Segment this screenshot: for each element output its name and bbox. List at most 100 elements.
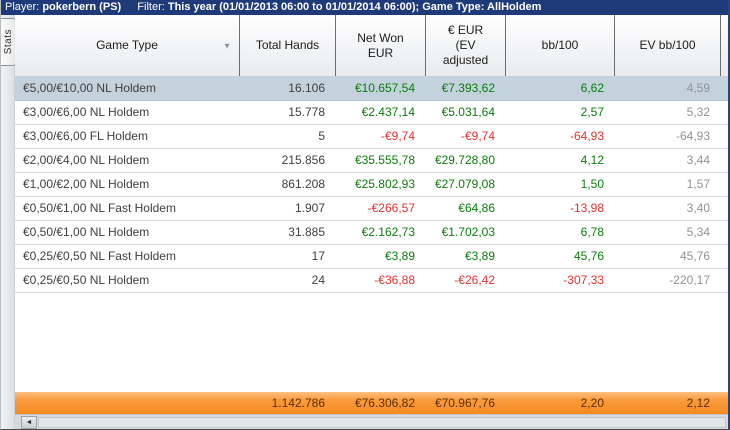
totals-hands: 1.142.786	[271, 396, 325, 410]
player-label: Player:	[5, 1, 40, 13]
cell-game-type: €3,00/€6,00 NL Holdem	[23, 105, 150, 119]
cell-ev-adjusted: €29.728,80	[434, 153, 495, 167]
cell-bb100: -13,98	[569, 201, 604, 215]
table-row[interactable]: €0,25/€0,50 NL Holdem 24 -€36,88 -€26,42 -30…	[15, 269, 728, 293]
cell-ev-adjusted: €7.393,62	[441, 81, 495, 95]
cell-total-hands: 15.778	[288, 105, 325, 119]
cell-filler	[720, 269, 728, 292]
cell-ev-bb100: -220,17	[669, 273, 710, 287]
cell-game-type: €2,00/€4,00 NL Holdem	[23, 153, 150, 167]
scrollbar-track[interactable]	[38, 416, 726, 428]
totals-bb100: 2,20	[580, 396, 604, 410]
column-header-ev-adjusted[interactable]: € EUR (EV adjusted	[425, 15, 505, 76]
cell-total-hands: 861.208	[281, 177, 325, 191]
cell-game-type: €0,50/€1,00 NL Fast Holdem	[23, 201, 176, 215]
cell-total-hands: 31.885	[288, 225, 325, 239]
cell-ev-bb100: 4,59	[686, 81, 710, 95]
cell-bb100: -64,93	[569, 129, 604, 143]
table-row[interactable]: €3,00/€6,00 FL Holdem 5 -€9,74 -€9,74 -64,93…	[15, 125, 728, 149]
filter-value: This year (01/01/2013 06:00 to 01/01/201…	[167, 1, 542, 13]
cell-ev-bb100: 5,32	[686, 105, 710, 119]
table-header: Game Type ▼ Total Hands Net Won EUR € EU…	[15, 15, 728, 77]
column-header-bb100[interactable]: bb/100	[505, 15, 614, 76]
table-row[interactable]: €0,50/€1,00 NL Fast Holdem 1.907 -€266,57 €…	[15, 197, 728, 221]
cell-ev-adjusted: €3,89	[464, 249, 495, 263]
cell-bb100: 1,50	[580, 177, 604, 191]
cell-ev-bb100: -64,93	[675, 129, 710, 143]
cell-net-won: €3,89	[384, 249, 415, 263]
totals-row: 1.142.786 €76.306,82 €70.967,76 2,20 2,1…	[15, 391, 728, 414]
cell-net-won: €2.437,14	[361, 105, 415, 119]
cell-game-type: €0,25/€0,50 NL Fast Holdem	[23, 249, 176, 263]
cell-bb100: -307,33	[563, 273, 604, 287]
cell-bb100: 6,78	[580, 225, 604, 239]
totals-ev-adjusted: €70.967,76	[434, 396, 495, 410]
cell-filler	[720, 245, 728, 268]
stats-grid: Game Type ▼ Total Hands Net Won EUR € EU…	[15, 15, 728, 429]
table-row[interactable]: €0,50/€1,00 NL Holdem 31.885 €2.162,73 €1.7…	[15, 221, 728, 245]
cell-total-hands: 17	[311, 249, 325, 263]
cell-ev-bb100: 45,76	[679, 249, 710, 263]
filter-label: Filter:	[137, 1, 165, 13]
table-row[interactable]: €3,00/€6,00 NL Holdem 15.778 €2.437,14 €5.0…	[15, 101, 728, 125]
cell-filler	[720, 221, 728, 244]
cell-net-won: -€266,57	[367, 201, 415, 215]
table-row[interactable]: €2,00/€4,00 NL Holdem 215.856 €35.555,78 €2…	[15, 149, 728, 173]
cell-filler	[720, 125, 728, 148]
tab-stats[interactable]: Stats	[1, 18, 16, 66]
cell-total-hands: 16.106	[288, 81, 325, 95]
cell-ev-bb100: 3,40	[686, 201, 710, 215]
cell-game-type: €0,50/€1,00 NL Holdem	[23, 225, 150, 239]
cell-game-type: €5,00/€10,00 NL Holdem	[23, 81, 156, 95]
cell-game-type: €3,00/€6,00 FL Holdem	[23, 129, 148, 143]
cell-bb100: 45,76	[573, 249, 604, 263]
cell-ev-adjusted: €1.702,03	[441, 225, 495, 239]
totals-game-type	[15, 392, 239, 414]
cell-net-won: €10.657,54	[354, 81, 415, 95]
cell-filler	[720, 197, 728, 220]
cell-net-won: €25.802,93	[354, 177, 415, 191]
totals-ev-bb100: 2,12	[686, 396, 710, 410]
cell-ev-bb100: 1,57	[686, 177, 710, 191]
cell-total-hands: 24	[311, 273, 325, 287]
filter-status-bar: Player: pokerbern (PS) Filter: This year…	[1, 0, 728, 15]
cell-ev-adjusted: -€26,42	[454, 273, 495, 287]
cell-game-type: €0,25/€0,50 NL Holdem	[23, 273, 150, 287]
scroll-left-button[interactable]: ◄	[21, 415, 37, 429]
column-dropdown-icon[interactable]: ▼	[223, 41, 231, 50]
cell-ev-adjusted: -€9,74	[460, 129, 495, 143]
totals-net-won: €76.306,82	[354, 396, 415, 410]
column-header-game-type[interactable]: Game Type ▼	[96, 38, 231, 52]
cell-net-won: -€36,88	[374, 273, 415, 287]
cell-filler	[720, 101, 728, 124]
horizontal-scrollbar[interactable]: ◄	[15, 414, 728, 429]
cell-bb100: 2,57	[580, 105, 604, 119]
column-header-net-won[interactable]: Net Won EUR	[335, 15, 425, 76]
column-header-filler	[720, 15, 728, 76]
cell-net-won: -€9,74	[380, 129, 415, 143]
cell-game-type: €1,00/€2,00 NL Holdem	[23, 177, 150, 191]
cell-ev-bb100: 5,34	[686, 225, 710, 239]
table-rows: €5,00/€10,00 NL Holdem 16.106 €10.657,54 €7…	[15, 77, 728, 293]
table-row[interactable]: €1,00/€2,00 NL Holdem 861.208 €25.802,93 €2…	[15, 173, 728, 197]
cell-bb100: 4,12	[580, 153, 604, 167]
tab-stats-label: Stats	[2, 29, 14, 55]
cell-filler	[720, 149, 728, 172]
cell-filler	[720, 173, 728, 196]
scroll-left-icon: ◄	[25, 418, 33, 426]
cell-net-won: €35.555,78	[354, 153, 415, 167]
cell-ev-bb100: 3,44	[686, 153, 710, 167]
player-value: pokerbern (PS)	[42, 1, 122, 13]
column-header-total-hands[interactable]: Total Hands	[239, 15, 335, 76]
cell-total-hands: 5	[318, 129, 325, 143]
cell-net-won: €2.162,73	[361, 225, 415, 239]
cell-bb100: 6,62	[580, 81, 604, 95]
table-row[interactable]: €0,25/€0,50 NL Fast Holdem 17 €3,89 €3,89 45…	[15, 245, 728, 269]
cell-ev-adjusted: €5.031,64	[441, 105, 495, 119]
cell-total-hands: 1.907	[294, 201, 325, 215]
column-header-ev-bb100[interactable]: EV bb/100	[614, 15, 720, 76]
left-tab-strip: Stats	[1, 15, 16, 429]
cell-filler	[720, 77, 728, 100]
table-row[interactable]: €5,00/€10,00 NL Holdem 16.106 €10.657,54 €7…	[15, 77, 728, 101]
